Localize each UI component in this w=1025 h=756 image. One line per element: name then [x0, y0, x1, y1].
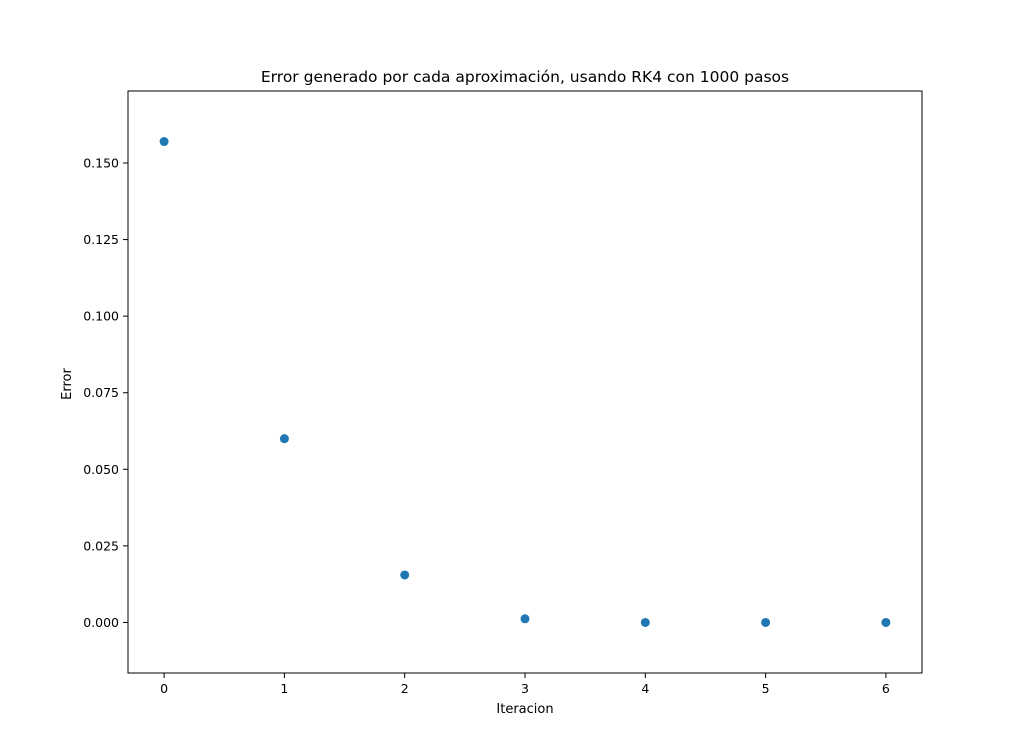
chart-title: Error generado por cada aproximación, us…	[261, 68, 789, 86]
data-point	[640, 617, 650, 627]
x-tick-label: 5	[762, 681, 770, 696]
y-tick-label: 0.075	[83, 385, 119, 400]
y-tick-label: 0.025	[83, 538, 119, 553]
data-point	[400, 570, 410, 580]
y-tick-label: 0.050	[83, 462, 119, 477]
data-point	[881, 617, 891, 627]
data-series	[159, 137, 891, 627]
x-tick-label: 6	[882, 681, 890, 696]
data-point	[520, 614, 530, 624]
x-tick-label: 4	[641, 681, 649, 696]
y-axis-label: Error	[60, 368, 75, 400]
x-axis: 0 1 2 3 4 5 6	[160, 673, 890, 696]
x-tick-label: 1	[280, 681, 288, 696]
y-tick-label: 0.000	[83, 615, 119, 630]
data-point	[159, 137, 169, 147]
data-point	[279, 434, 289, 444]
y-tick-label: 0.150	[83, 155, 119, 170]
y-tick-label: 0.125	[83, 232, 119, 247]
x-tick-label: 3	[521, 681, 529, 696]
y-axis: 0.000 0.025 0.050 0.075 0.100 0.125 0.150	[83, 155, 128, 630]
x-axis-label: Iteracion	[496, 702, 553, 717]
plot-frame	[127, 90, 923, 674]
plot-area	[127, 90, 923, 674]
data-point	[761, 617, 771, 627]
x-tick-label: 2	[401, 681, 409, 696]
x-tick-label: 0	[160, 681, 168, 696]
y-tick-label: 0.100	[83, 309, 119, 324]
